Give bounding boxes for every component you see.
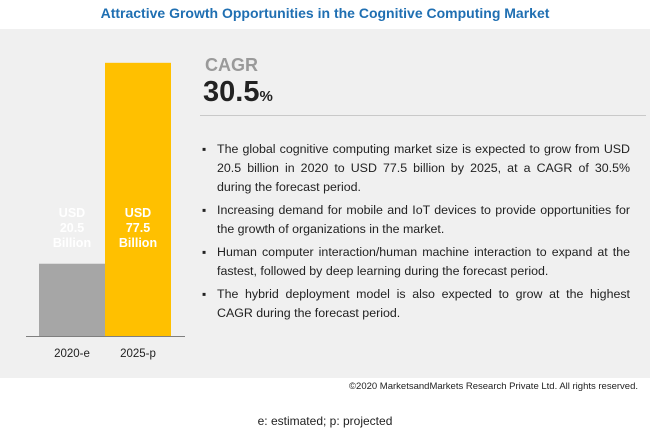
bar-data-label: 20.5 [60,221,84,235]
chart-title: Attractive Growth Opportunities in the C… [100,5,550,21]
bar-data-label: USD [59,206,85,220]
footnote: e: estimated; p: projected [257,414,393,428]
cagr-value: 30.5% [203,76,273,109]
bar-data-label: 77.5 [126,221,150,235]
cagr-number: 30.5 [203,76,260,108]
category-label: 2025-p [120,348,156,360]
key-point: The global cognitive computing market si… [202,140,630,197]
cagr-divider [200,115,646,116]
key-point: Human computer interaction/human machine… [202,243,630,281]
cagr-unit: % [259,88,273,105]
bar-data-label: Billion [53,236,91,250]
bar-data-label: Billion [119,236,157,250]
bar-data-label: USD [125,206,151,220]
key-point: Increasing demand for mobile and IoT dev… [202,201,630,239]
key-point: The hybrid deployment model is also expe… [202,285,630,323]
copyright-notice: ©2020 MarketsandMarkets Research Private… [349,381,638,392]
key-points-list: The global cognitive computing market si… [202,140,630,327]
category-label: 2020-e [54,348,90,360]
bar-2020-e [39,263,105,336]
cagr-label: CAGR [205,55,258,75]
bar-2025-p [105,62,171,336]
